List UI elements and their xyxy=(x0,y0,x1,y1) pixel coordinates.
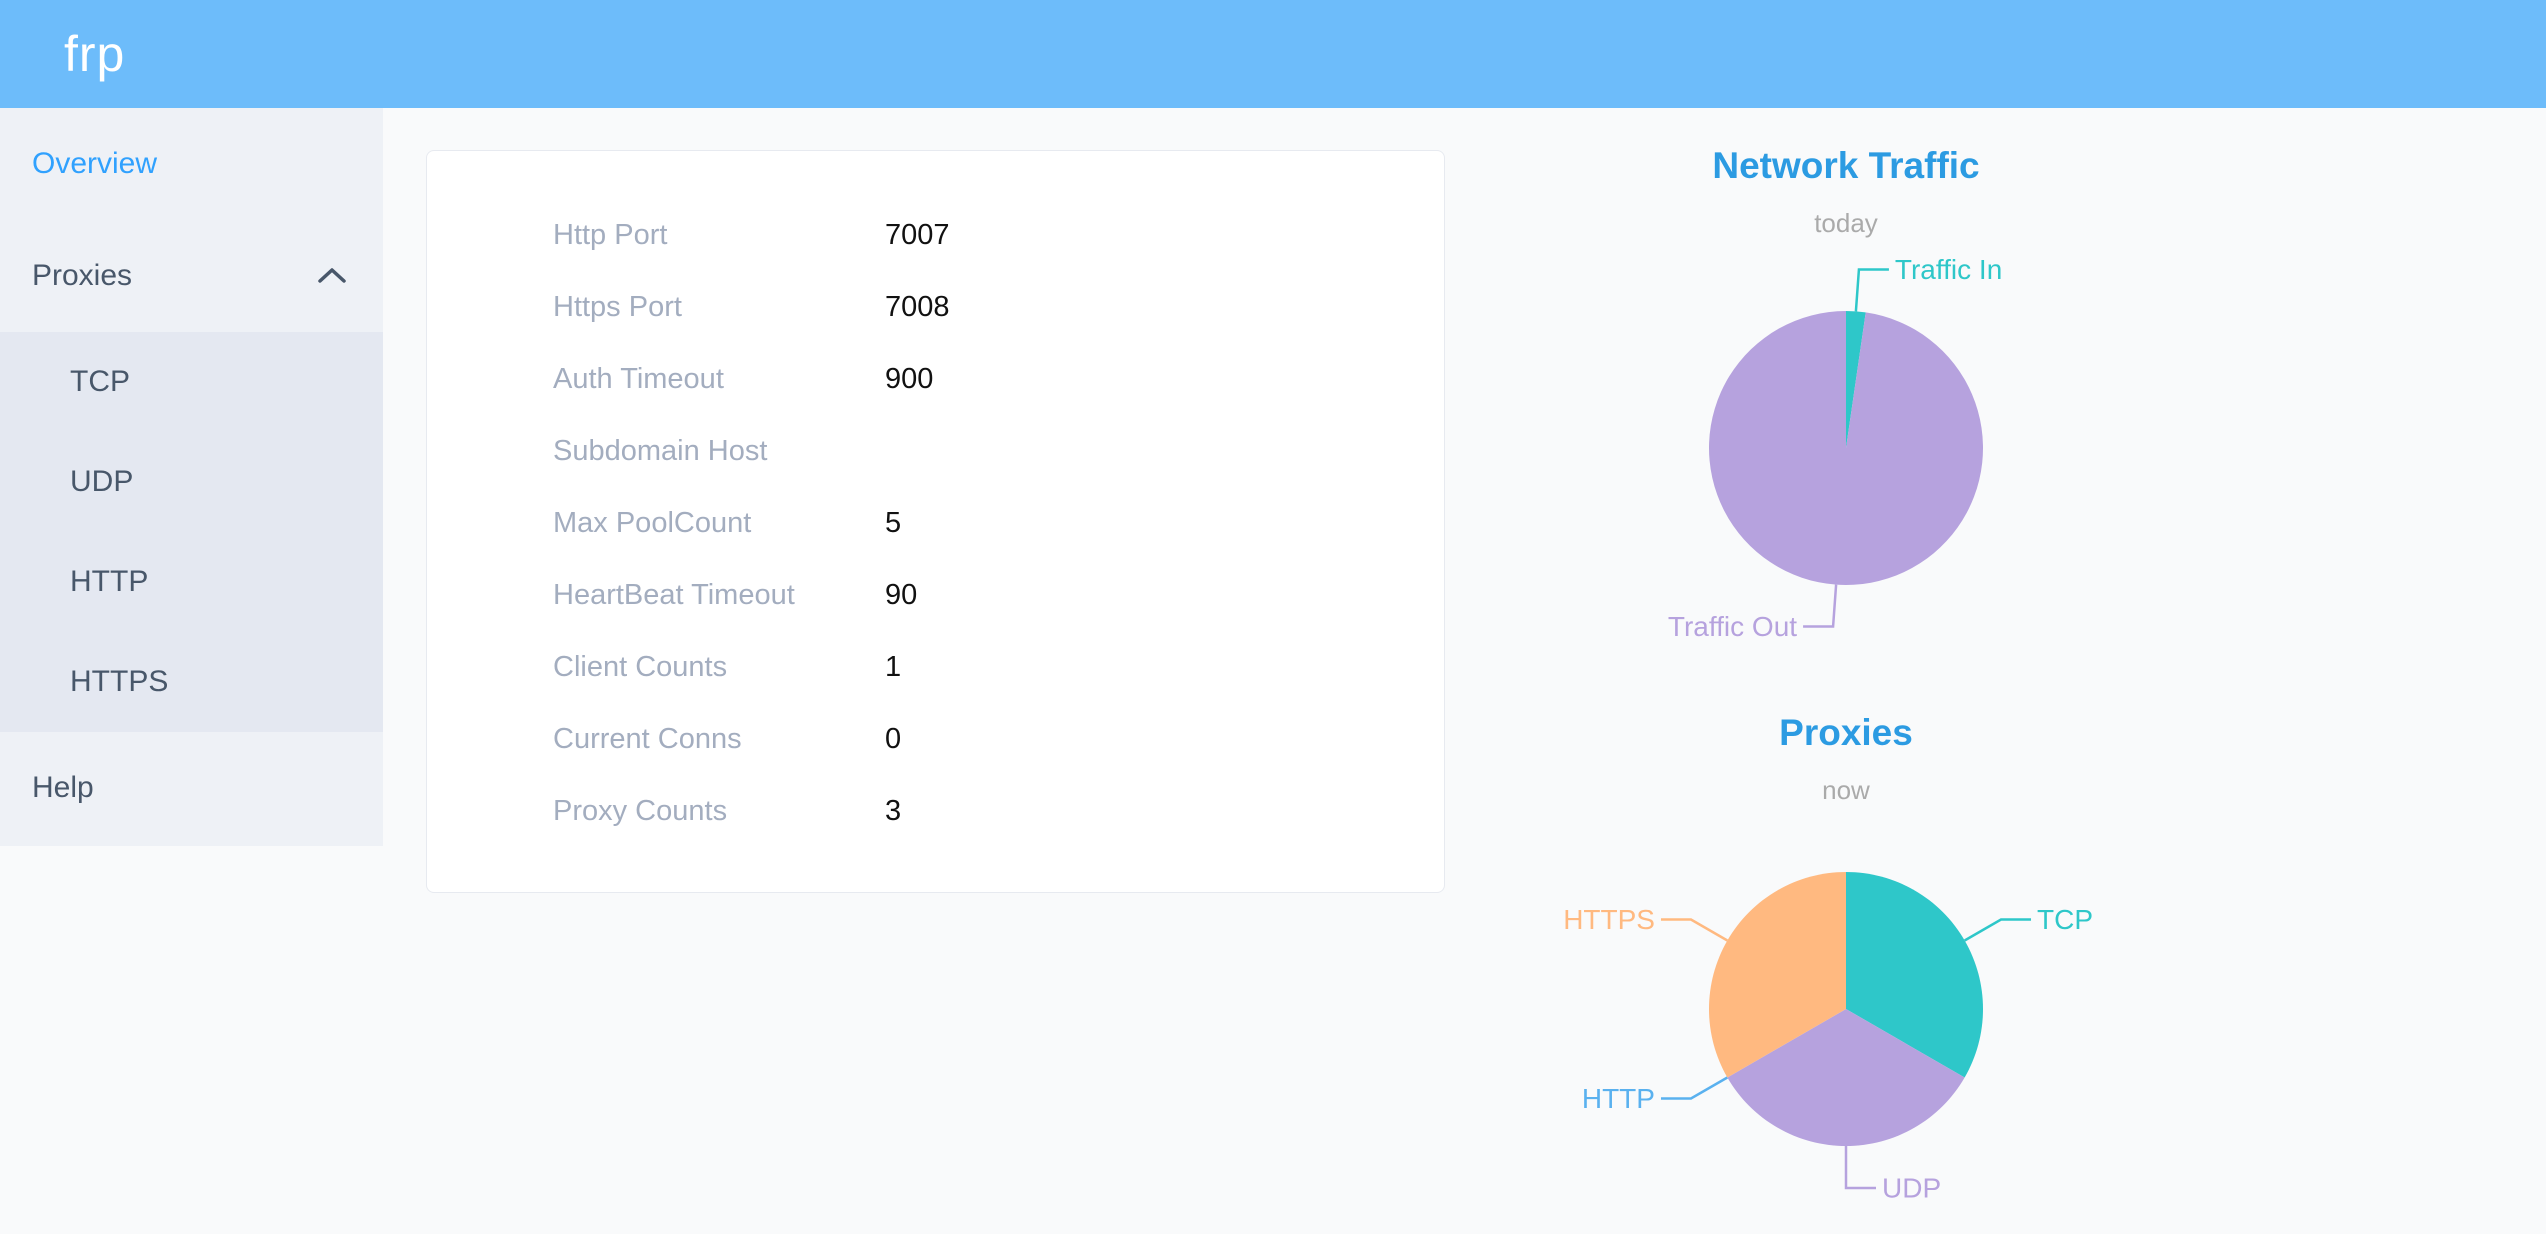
info-row-http-port: Http Port 7007 xyxy=(427,199,1444,271)
info-label: Client Counts xyxy=(553,650,728,683)
info-label: Current Conns xyxy=(553,722,742,755)
info-value: 90 xyxy=(885,578,918,611)
svg-text:HTTPS: HTTPS xyxy=(1563,904,1655,935)
info-label: Max PoolCount xyxy=(553,506,752,539)
info-value: 7007 xyxy=(885,218,950,251)
sidebar-item-overview[interactable]: Overview xyxy=(0,108,383,220)
info-row-heartbeat-timeout: HeartBeat Timeout 90 xyxy=(427,559,1444,631)
server-info-card: Http Port 7007 Https Port 7008 Auth Time… xyxy=(426,150,1445,893)
info-value: 900 xyxy=(885,362,934,395)
sidebar-item-label: Overview xyxy=(32,147,158,180)
svg-text:today: today xyxy=(1814,208,1878,238)
info-row-proxy-counts: Proxy Counts 3 xyxy=(427,775,1444,847)
sidebar-item-label: TCP xyxy=(70,365,130,398)
svg-text:Traffic Out: Traffic Out xyxy=(1668,611,1797,642)
sidebar-item-label: Proxies xyxy=(32,259,133,292)
info-label: HeartBeat Timeout xyxy=(553,578,795,611)
info-label: Auth Timeout xyxy=(553,362,724,395)
info-value: 7008 xyxy=(885,290,950,323)
svg-text:TCP: TCP xyxy=(2037,904,2093,935)
info-value: 1 xyxy=(885,650,902,683)
sidebar-item-label: Help xyxy=(32,771,94,804)
info-label: Proxy Counts xyxy=(553,794,728,827)
info-row-auth-timeout: Auth Timeout 900 xyxy=(427,343,1444,415)
info-value: 3 xyxy=(885,794,902,827)
sidebar: Overview Proxies TCP UDP HTTP HTTPS Help xyxy=(0,108,383,846)
proxies-submenu: TCP UDP HTTP HTTPS xyxy=(0,332,383,732)
sidebar-item-label: UDP xyxy=(70,465,134,498)
sidebar-item-https[interactable]: HTTPS xyxy=(0,632,383,732)
sidebar-item-http[interactable]: HTTP xyxy=(0,532,383,632)
info-label: Http Port xyxy=(553,218,668,251)
svg-text:Network Traffic: Network Traffic xyxy=(1712,145,1979,186)
sidebar-item-udp[interactable]: UDP xyxy=(0,432,383,532)
chevron-up-icon xyxy=(318,268,346,283)
svg-text:UDP: UDP xyxy=(1882,1173,1941,1204)
sidebar-item-tcp[interactable]: TCP xyxy=(0,332,383,432)
info-row-max-poolcount: Max PoolCount 5 xyxy=(427,487,1444,559)
sidebar-item-proxies[interactable]: Proxies xyxy=(0,220,383,332)
info-row-https-port: Https Port 7008 xyxy=(427,271,1444,343)
svg-text:now: now xyxy=(1822,775,1870,805)
info-row-client-counts: Client Counts 1 xyxy=(427,631,1444,703)
info-row-subdomain-host: Subdomain Host xyxy=(427,415,1444,487)
sidebar-item-label: HTTP xyxy=(70,565,149,598)
proxies-pie-chart: Proxies now TCP UDP HTTP HTTPS xyxy=(1563,712,2093,1204)
info-label: Https Port xyxy=(553,290,682,323)
sidebar-item-label: HTTPS xyxy=(70,665,169,698)
svg-text:Proxies: Proxies xyxy=(1779,712,1913,753)
info-value: 0 xyxy=(885,722,902,755)
network-traffic-pie-chart: Network Traffic today Traffic In Traffic Ou… xyxy=(1668,145,2002,642)
app-logo: frp xyxy=(64,26,126,82)
svg-text:HTTP: HTTP xyxy=(1582,1083,1655,1114)
svg-text:Traffic In: Traffic In xyxy=(1895,254,2002,285)
app-header: frp xyxy=(0,0,2546,108)
info-value: 5 xyxy=(885,506,902,539)
info-label: Subdomain Host xyxy=(553,434,768,467)
info-row-current-conns: Current Conns 0 xyxy=(427,703,1444,775)
sidebar-item-help[interactable]: Help xyxy=(0,732,383,844)
